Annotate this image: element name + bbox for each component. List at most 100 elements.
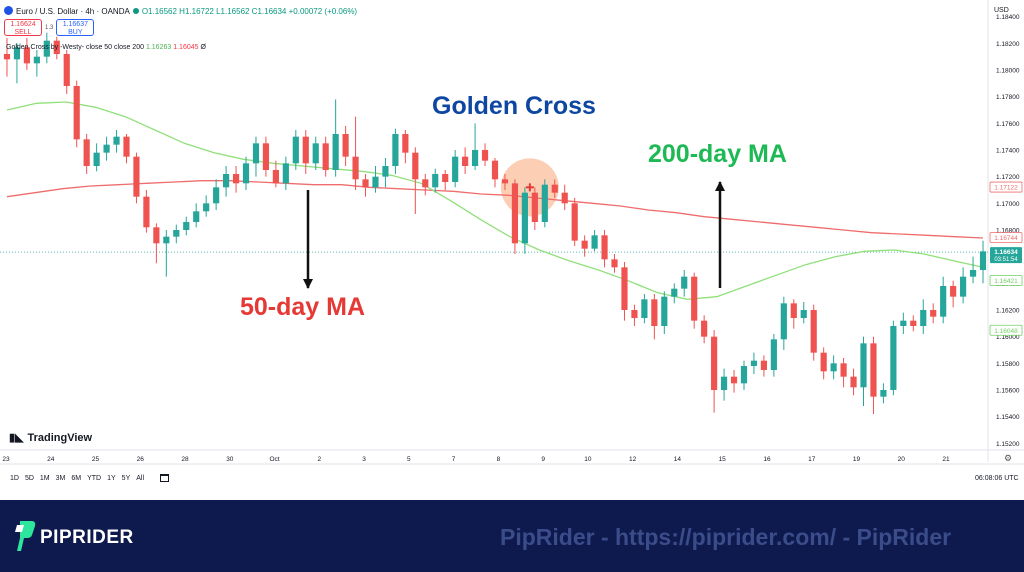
candle-body [950, 286, 957, 297]
piprider-logo-icon [15, 521, 36, 551]
tradingview-logo-text: TradingView [27, 432, 93, 444]
timeframe-all[interactable]: All [136, 474, 145, 482]
candle-body [611, 259, 618, 268]
y-tick-label: 1.17800 [996, 94, 1020, 101]
sell-label: SELL [14, 29, 32, 36]
x-tick-label: 5 [407, 456, 411, 463]
candle-body [940, 286, 947, 317]
candle-body [471, 150, 479, 166]
candle-body [392, 134, 399, 166]
indicator-name: Golden Cross by -Westy- close 50 close 2… [6, 44, 144, 51]
candle-body [910, 320, 917, 326]
candlestick-chart[interactable]: 1.18400 1.18200 1.18000 1.17800 1.17600 1.174… [0, 0, 1024, 500]
candle-body [541, 184, 548, 222]
x-tick-label: 23 [2, 456, 10, 463]
candle-body [163, 236, 170, 244]
candle-body [720, 376, 728, 390]
candle-body [681, 276, 688, 289]
candle-body [352, 156, 359, 180]
timeframe-5d[interactable]: 5D [24, 474, 34, 482]
y-tick-label: 1.18400 [996, 14, 1020, 21]
candle-body [551, 184, 558, 193]
market-open-dot-icon [132, 8, 139, 14]
last-price-value: 1.16634 [994, 249, 1018, 256]
candle-body [322, 143, 329, 170]
candle-body [103, 144, 110, 153]
candle-body [123, 136, 130, 157]
candle-body [800, 310, 807, 318]
symbol-name: Euro / U.S. Dollar · 4h · OANDA [16, 7, 130, 16]
candle-body [621, 267, 628, 310]
x-tick-label: 30 [226, 456, 234, 463]
y-tick-label: 1.16200 [996, 308, 1020, 315]
candle-body [641, 299, 648, 318]
timeframe-5y[interactable]: 5Y [121, 474, 131, 482]
candle-body [561, 192, 568, 204]
ma200-arrow-head [715, 181, 725, 191]
x-tick-label: 19 [853, 456, 861, 463]
candle-body [362, 179, 369, 188]
candle-body [960, 276, 967, 297]
candle-body [232, 174, 240, 184]
indicator-symbol: Ø [200, 44, 206, 51]
timeframe-3m[interactable]: 3M [55, 474, 66, 482]
candle-body [3, 54, 11, 60]
timeframe-1m[interactable]: 1M [39, 474, 50, 482]
candle-body [462, 156, 469, 166]
x-tick-label: 10 [584, 456, 592, 463]
candle-body [830, 363, 837, 372]
brand-name: PIPRIDER [40, 527, 134, 548]
ma50-price-value: 1.16048 [994, 328, 1018, 335]
tradingview-mark-icon: ▮◣ [9, 432, 24, 444]
candle-body [143, 196, 150, 228]
currency-label[interactable]: USD [994, 7, 1009, 14]
y-tick-label: 1.15200 [996, 441, 1020, 448]
ma50-annotation: 50-day MA [240, 293, 366, 321]
candle-body [890, 326, 897, 390]
tradingview-logo[interactable]: ▮◣ TradingView [9, 431, 92, 444]
date-range-calendar-icon[interactable] [160, 474, 170, 482]
buy-label: BUY [68, 29, 83, 36]
indicator-legend[interactable]: Golden Cross by -Westy- close 50 close 2… [6, 44, 206, 51]
symbol-header[interactable]: Euro / U.S. Dollar · 4h · OANDA O1.16562 … [4, 6, 357, 16]
timeframe-6m[interactable]: 6M [71, 474, 82, 482]
timeframe-ytd[interactable]: YTD [87, 474, 102, 482]
candle-body [701, 320, 708, 337]
x-tick-label: 8 [497, 456, 501, 463]
candle-body [481, 150, 489, 161]
eurusd-flag-icon [4, 6, 13, 15]
settings-gear-icon[interactable]: ⚙ [1004, 453, 1013, 463]
candle-body [531, 192, 538, 222]
candle-body [452, 156, 459, 182]
timeframe-1y[interactable]: 1Y [107, 474, 116, 482]
x-tick-label: 12 [629, 456, 637, 463]
ohlc-values: O1.16562 H1.16722 L1.16562 C1.16634 +0.0… [141, 7, 358, 16]
trade-buttons: 1.16624 SELL 1.3 1.16637 BUY [4, 19, 95, 36]
candle-body [302, 136, 309, 164]
golden-cross-annotation: Golden Cross [432, 92, 596, 120]
countdown-timer: 03:51:54 [994, 257, 1018, 263]
candle-body [53, 40, 60, 54]
x-tick-label: 26 [137, 456, 145, 463]
sell-price: 1.16624 [10, 21, 36, 28]
candle-body [272, 170, 279, 184]
timeframe-1d[interactable]: 1D [10, 474, 19, 482]
time-utc[interactable]: 06:08:06 UTC [975, 475, 1019, 482]
candle-body [173, 230, 180, 237]
candle-body [631, 310, 638, 318]
candle-body [242, 163, 250, 184]
buy-button[interactable]: 1.16637 BUY [56, 19, 95, 36]
candle-body [930, 310, 937, 317]
candle-body [183, 222, 190, 230]
y-tick-label: 1.15400 [996, 414, 1020, 421]
candle-body [790, 303, 797, 318]
spread-value: 1.3 [45, 24, 54, 31]
x-tick-label: 7 [452, 456, 456, 463]
candle-body [581, 240, 588, 249]
chart-area[interactable]: 1.18400 1.18200 1.18000 1.17800 1.17600 1.174… [0, 0, 1024, 500]
candle-body [342, 134, 349, 157]
sell-button[interactable]: 1.16624 SELL [4, 19, 42, 36]
candle-body [223, 174, 230, 188]
candle-body [422, 179, 429, 188]
candle-body [63, 54, 70, 86]
